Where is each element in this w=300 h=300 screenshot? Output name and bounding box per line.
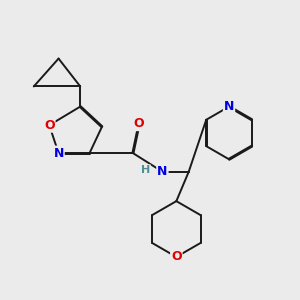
Text: O: O xyxy=(44,119,55,132)
Text: O: O xyxy=(134,117,145,130)
Text: N: N xyxy=(157,165,168,178)
Text: H: H xyxy=(141,165,150,175)
Text: N: N xyxy=(53,147,64,160)
Text: N: N xyxy=(224,100,234,113)
Text: O: O xyxy=(171,250,182,263)
